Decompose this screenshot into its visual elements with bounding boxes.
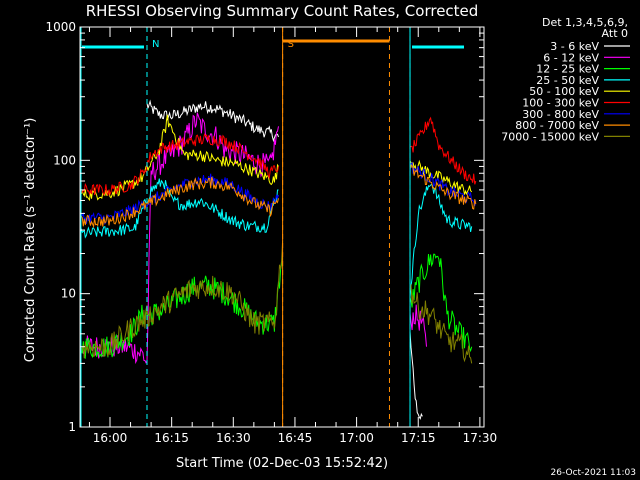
plot-frame	[79, 26, 485, 428]
x-tick-label: 17:30	[463, 431, 498, 445]
series-line-6-seg-1	[409, 161, 477, 207]
legend-entry-label: 3 - 6 keV	[550, 40, 599, 53]
series-line-2-seg-1	[409, 253, 473, 353]
series-line-1-seg-0	[80, 112, 279, 365]
x-tick-label: 16:30	[216, 431, 251, 445]
legend-entry-label: 6 - 12 keV	[543, 51, 599, 64]
series-line-1-seg-1	[409, 304, 427, 347]
x-tick-label: 16:45	[278, 431, 313, 445]
series-line-4-seg-1	[409, 159, 473, 196]
y-axis-label: Corrected Count Rate (s⁻¹ detector⁻¹)	[23, 118, 38, 363]
legend-entry-label: 800 - 7000 keV	[515, 119, 599, 132]
axes: 1 10 100 1000 16:00 16:15 16:30 16:45 17:00 17:15…	[45, 20, 497, 445]
chart-title: RHESSI Observing Summary Count Rates, Co…	[86, 2, 479, 20]
timestamp: 26-Oct-2021 11:03	[551, 468, 636, 478]
series-line-3-seg-1	[409, 183, 473, 298]
series-line-3-seg-0	[80, 178, 279, 239]
x-axis-label: Start Time (02-Dec-03 15:52:42)	[176, 456, 388, 471]
legend-entry-label: 12 - 25 keV	[536, 63, 599, 76]
legend-entry-label: 300 - 800 keV	[522, 108, 599, 121]
series-line-8-seg-1	[409, 284, 473, 364]
x-tick-label: 17:15	[401, 431, 436, 445]
annotation-night-label: N	[152, 39, 159, 50]
y-tick-label: 1	[68, 420, 76, 434]
legend-header-line: Det 1,3,4,5,6,9,	[542, 16, 628, 29]
series-line-0-seg-0	[146, 99, 279, 143]
legend-entry-label: 50 - 100 keV	[529, 85, 599, 98]
series-line-5-seg-1	[409, 116, 477, 185]
series-line-0-seg-1	[409, 331, 423, 420]
legend-entry-label: 25 - 50 keV	[536, 74, 599, 87]
y-tick-label: 1000	[45, 20, 76, 34]
legend-entry-label: 100 - 300 keV	[522, 97, 599, 110]
x-tick-label: 17:00	[339, 431, 374, 445]
x-tick-label: 16:15	[154, 431, 189, 445]
series-line-8-seg-0	[80, 240, 284, 359]
series-line-7-seg-1	[409, 164, 477, 210]
y-tick-label: 100	[53, 153, 76, 167]
y-tick-label: 10	[61, 287, 76, 301]
series-line-7-seg-0	[80, 176, 279, 229]
series-line-5-seg-0	[80, 133, 279, 197]
legend-header-line: Att 0	[602, 27, 628, 40]
x-tick-label: 16:00	[93, 431, 128, 445]
series-line-6-seg-0	[80, 173, 279, 226]
legend-entry-label: 7000 - 15000 keV	[501, 130, 599, 143]
series-line-4-seg-0	[80, 114, 279, 202]
annotation-saa-label: S	[288, 39, 294, 50]
